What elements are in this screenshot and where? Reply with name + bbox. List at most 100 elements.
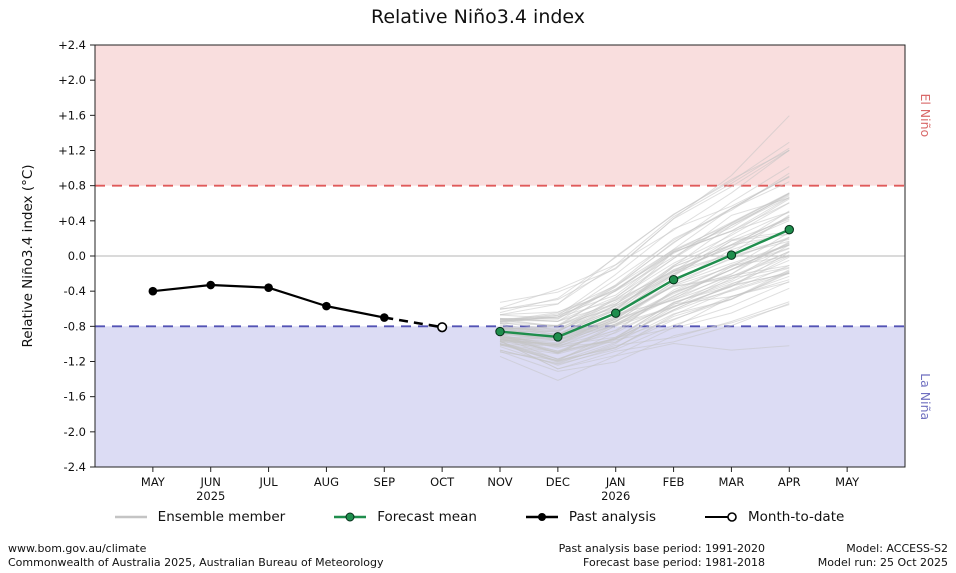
ensemble-member-line: [499, 287, 790, 360]
legend-label-forecast: Forecast mean: [377, 509, 477, 525]
nino-index-chart: -2.4 -2.0 -1.6 -1.2 -0.8 -0.4 0.0 +0.4 +0.8 +1.2 +…: [20, 38, 933, 503]
footer-model-info: Model: ACCESS-S2 Model run: 25 Oct 2025: [818, 542, 948, 571]
ensemble-member-line: [499, 198, 790, 322]
ensemble-member-line: [499, 244, 790, 344]
ensemble-member-line: [499, 240, 790, 340]
legend-item-past: Past analysis: [523, 509, 656, 525]
month-to-date-connector: [384, 316, 443, 329]
forecast-mean-swatch: [334, 512, 367, 522]
ensemble-member-line: [499, 342, 790, 381]
footer-model: Model: ACCESS-S2: [846, 542, 948, 555]
ensemble-member-line: [499, 210, 790, 333]
forecast-mean-marker: [726, 250, 737, 260]
y-tick-label: -1.6: [64, 390, 86, 404]
y-tick-label: -2.4: [64, 460, 86, 474]
la-nina-band-label: La Niña: [918, 373, 933, 420]
ensemble-member-line: [499, 301, 790, 363]
legend-item-forecast: Forecast mean: [331, 509, 477, 525]
y-tick-label: -0.8: [64, 319, 86, 333]
x-tick-label: OCT: [430, 475, 455, 489]
y-tick-label: -2.0: [64, 425, 86, 439]
ensemble-member-line: [499, 304, 790, 372]
ensemble-member-line: [499, 197, 790, 324]
ensemble-member-line: [499, 242, 790, 345]
past-analysis-marker: [322, 301, 331, 311]
ensemble-member-line: [499, 195, 790, 320]
y-tick-label: +1.6: [58, 108, 86, 122]
ensemble-member-line: [499, 272, 790, 362]
x-year-label: 2025: [196, 489, 225, 503]
ensemble-member-line: [499, 269, 790, 366]
x-tick-label: MAY: [141, 475, 166, 489]
ensemble-member-line: [499, 251, 790, 347]
legend-label-past: Past analysis: [568, 509, 656, 525]
x-year-label: 2026: [601, 489, 630, 503]
x-tick-label: APR: [778, 475, 801, 489]
forecast-mean-marker: [668, 275, 679, 285]
el-nino-band-label: El Niño: [918, 93, 933, 137]
month-to-date-swatch: [705, 512, 737, 522]
ensemble-member-line: [499, 147, 790, 309]
x-tick-label: JUN: [200, 475, 221, 489]
footer-past-base-period: Past analysis base period: 1991-2020: [558, 542, 765, 555]
footer-copyright: Commonwealth of Australia 2025, Australi…: [8, 556, 384, 570]
footer-url: www.bom.gov.au/climate: [8, 542, 147, 555]
x-tick-label: MAY: [835, 475, 860, 489]
chart-legend: Ensemble member Forecast mean Past analy…: [0, 509, 956, 525]
y-tick-label: -1.2: [64, 355, 86, 369]
past-analysis-marker: [264, 283, 273, 292]
ensemble-member-line: [499, 149, 790, 310]
ensemble-member-line: [499, 197, 790, 327]
ensemble-member-line: [499, 272, 790, 353]
x-tick-label: AUG: [314, 475, 339, 489]
ensemble-member-line: [499, 172, 790, 320]
legend-label-month-to-date: Month-to-date: [748, 509, 845, 525]
ensemble-member-line: [499, 236, 790, 342]
forecast-mean-line: [499, 228, 790, 339]
month-to-date-marker: [437, 322, 448, 333]
ensemble-members-group: [499, 115, 790, 381]
forecast-mean-marker: [611, 308, 621, 318]
la-nina-region: [95, 326, 905, 467]
y-tick-label: 0.0: [68, 249, 86, 263]
x-tick-label: DEC: [546, 475, 570, 489]
ensemble-member-line: [499, 211, 790, 329]
footer-model-run: Model run: 25 Oct 2025: [817, 556, 948, 570]
ensemble-member-line: [499, 176, 790, 323]
y-tick-label: +2.4: [58, 38, 86, 52]
legend-label-ensemble: Ensemble member: [157, 509, 286, 525]
past-analysis-swatch: [525, 513, 558, 521]
ensemble-member-line: [499, 150, 790, 311]
ensemble-line-swatch: [114, 515, 147, 519]
page-title: Relative Niño3.4 index: [370, 6, 586, 28]
forecast-mean-marker: [784, 224, 794, 235]
ensemble-member-line: [499, 202, 790, 336]
footer-attribution: www.bom.gov.au/climate Commonwealth of A…: [8, 542, 383, 571]
forecast-mean-marker: [553, 332, 563, 342]
ensemble-member-line: [499, 165, 790, 322]
ensemble-member-line: [499, 244, 790, 345]
legend-item-month-to-date: Month-to-date: [702, 509, 844, 525]
y-tick-label: +0.8: [58, 179, 86, 193]
ensemble-member-line: [499, 241, 790, 352]
legend-item-ensemble: Ensemble member: [112, 509, 286, 525]
footer-forecast-base-period: Forecast base period: 1981-2018: [583, 556, 765, 570]
ensemble-member-line: [499, 302, 790, 370]
y-tick-label: +2.0: [58, 73, 86, 87]
past-analysis-marker: [206, 280, 216, 290]
forecast-mean-marker: [495, 326, 505, 337]
x-tick-label: JAN: [605, 475, 626, 489]
el-nino-region: [95, 45, 905, 186]
x-tick-label: NOV: [487, 475, 512, 489]
x-tick-label: MAR: [719, 475, 745, 489]
past-analysis-marker: [379, 313, 389, 322]
y-tick-label: +0.4: [58, 214, 86, 228]
y-tick-label: +1.2: [58, 144, 86, 158]
ensemble-member-line: [499, 256, 790, 353]
past-analysis-marker: [148, 286, 158, 296]
x-tick-label: SEP: [374, 475, 396, 489]
footer-base-periods: Past analysis base period: 1991-2020 For…: [559, 542, 765, 571]
plot-frame: [94, 44, 906, 468]
x-tick-label: JUL: [258, 475, 278, 489]
